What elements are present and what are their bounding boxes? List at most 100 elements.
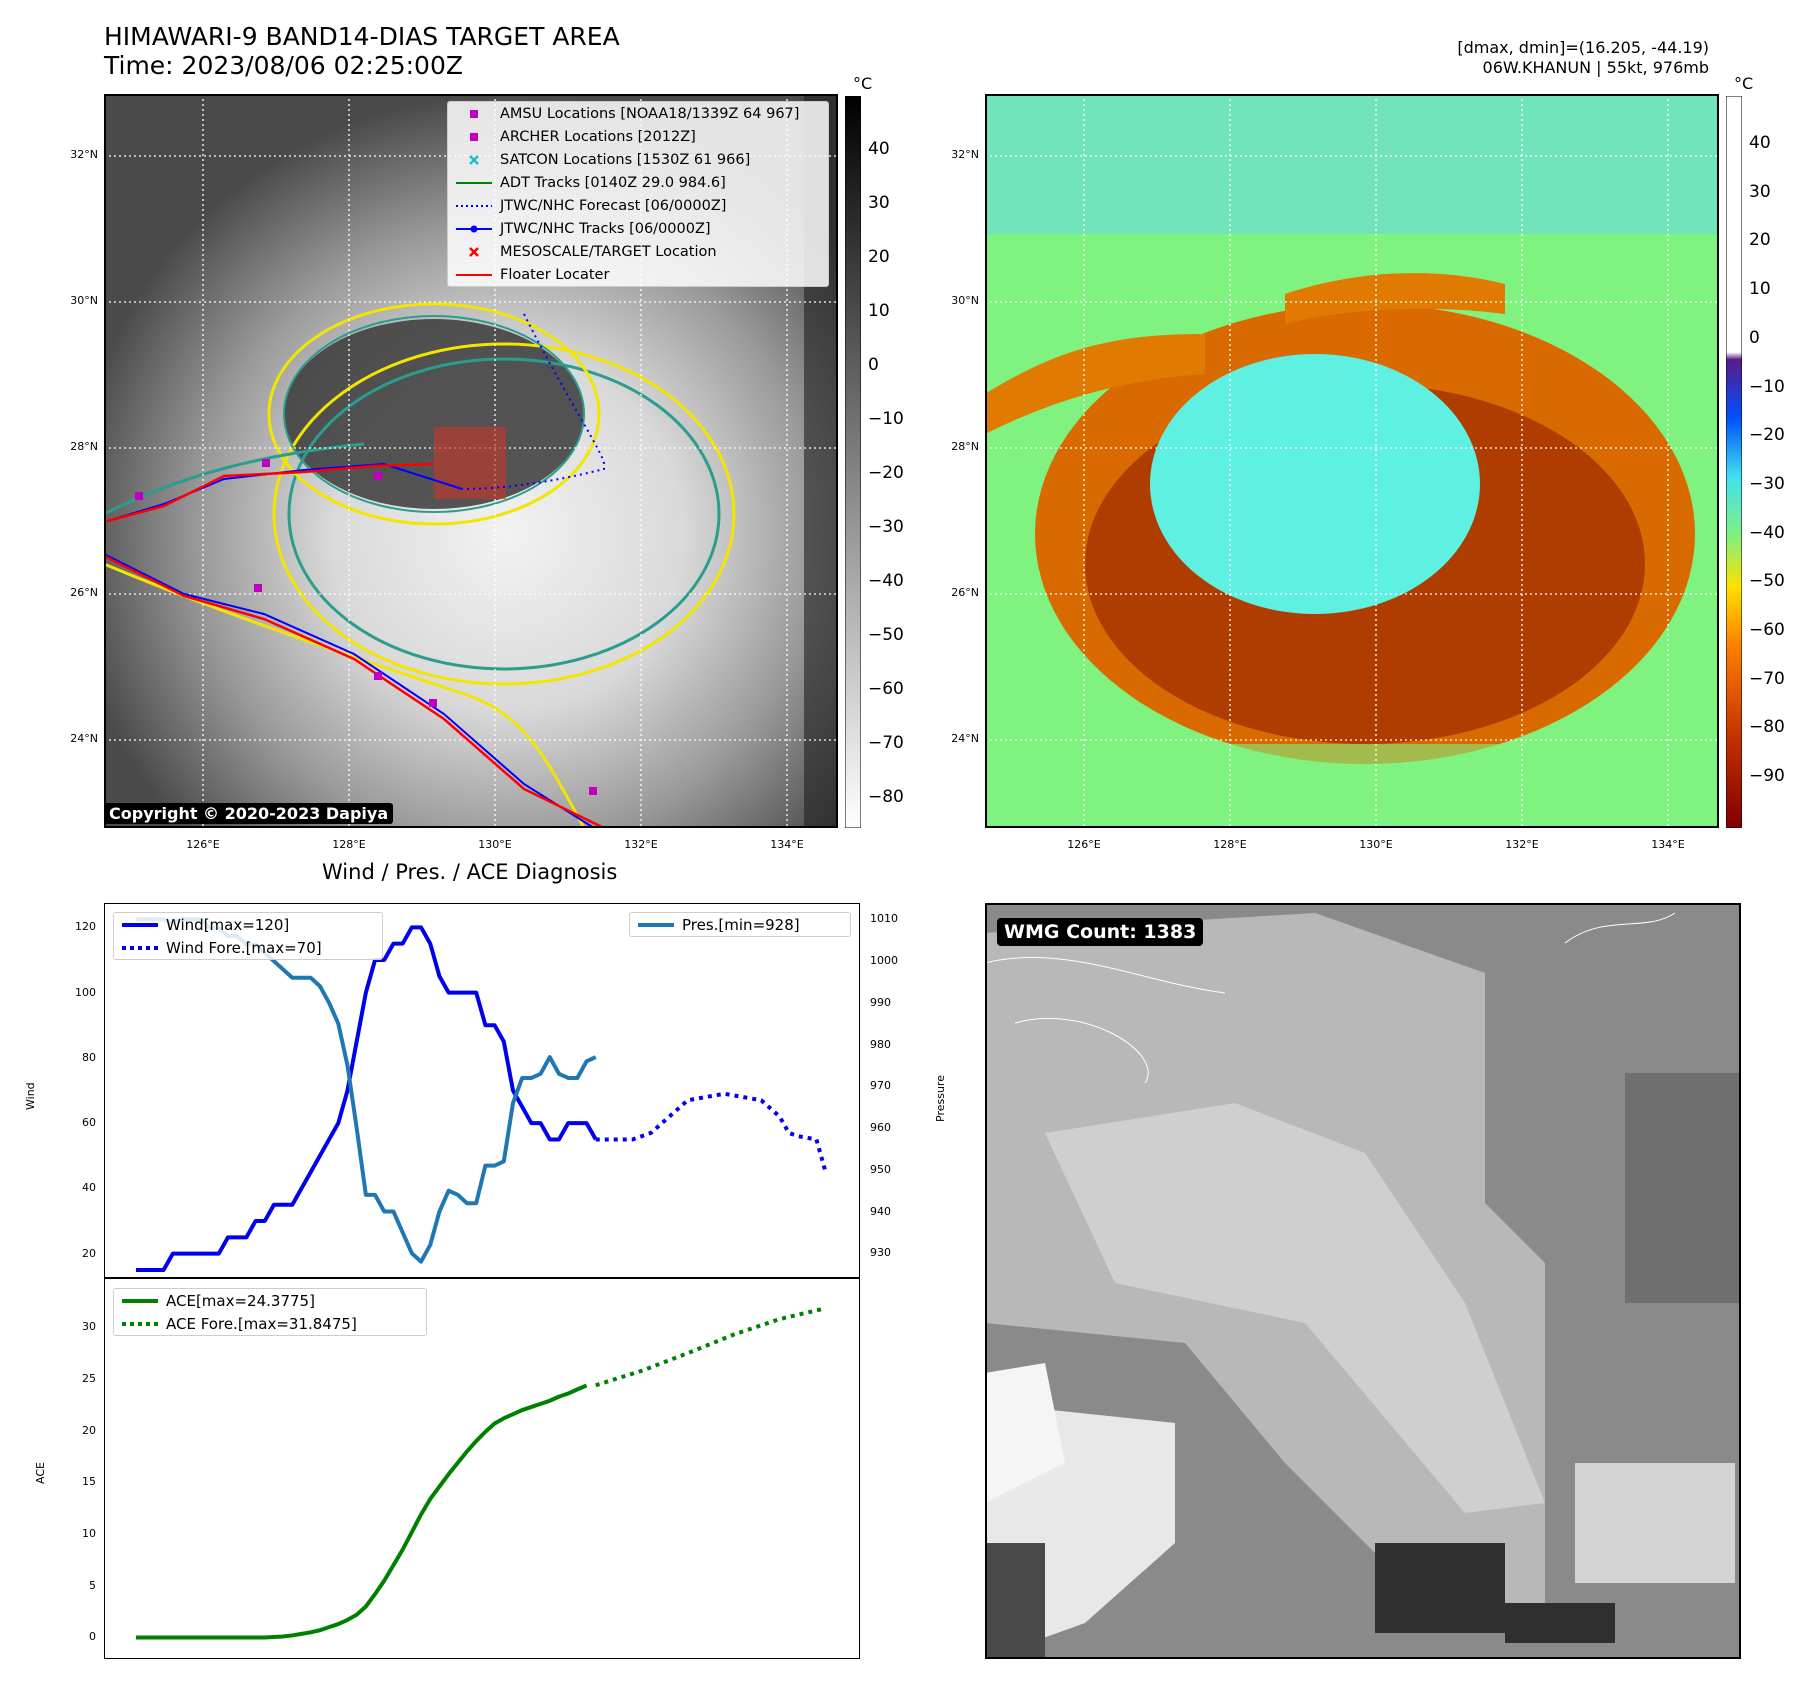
ace-ytick-label: 30 — [82, 1320, 96, 1334]
legend-symbol — [456, 222, 492, 236]
ace-ytick-label: 25 — [82, 1372, 96, 1386]
legend-ace-label: ACE[max=24.3775] — [166, 1291, 315, 1310]
legend-label: JTWC/NHC Tracks [06/0000Z] — [500, 220, 711, 237]
lon-tick-label: 134°E — [770, 838, 804, 851]
colorbar-tick-label: −60 — [1749, 620, 1785, 640]
ace-ytick-label: 20 — [82, 1423, 96, 1437]
legend-symbol — [456, 153, 492, 167]
legend-symbol — [456, 245, 492, 259]
colorbar-tick-label: −20 — [868, 463, 904, 483]
ace-legend: ACE[max=24.3775] ACE Fore.[max=31.8475] — [113, 1288, 427, 1336]
ace-ytick-label: 5 — [89, 1578, 96, 1592]
legend-label: SATCON Locations [1530Z 61 966] — [500, 151, 751, 168]
colorbar-tick-label: −80 — [1749, 717, 1785, 738]
legend-symbol — [456, 176, 492, 190]
lat-tick-label: 30°N — [951, 294, 979, 307]
legend-ace-fore: ACE Fore.[max=31.8475] — [114, 1312, 426, 1335]
legend-wind-swatch — [122, 918, 158, 932]
floater-track-2 — [104, 554, 605, 828]
enhanced-colorbar — [1726, 96, 1742, 828]
ir-legend-entry: MESOSCALE/TARGET Location — [448, 240, 828, 263]
lat-tick-label: 26°N — [70, 586, 98, 599]
pressure-legend: Pres.[min=928] — [629, 912, 851, 937]
colorbar-tick-label: −40 — [868, 571, 904, 591]
lon-tick-label: 128°E — [1213, 838, 1247, 851]
ir-legend-entry: ADT Tracks [0140Z 29.0 984.6] — [448, 171, 828, 194]
pressure-ytick-label: 990 — [870, 995, 891, 1009]
legend-label: MESOSCALE/TARGET Location — [500, 243, 717, 260]
legend-pres-label: Pres.[min=928] — [682, 915, 800, 934]
ir-legend-entry: AMSU Locations [NOAA18/1339Z 64 967] — [448, 102, 828, 125]
colorbar-tick-label: −10 — [868, 409, 904, 429]
storm-info: [dmax, dmin]=(16.205, -44.19) 06W.KHANUN… — [1457, 38, 1709, 78]
title-line-2: Time: 2023/08/06 02:25:00Z — [104, 51, 463, 80]
legend-wind: Wind[max=120] — [114, 913, 382, 936]
amsu-markers — [135, 459, 597, 795]
wind-legend: Wind[max=120] Wind Fore.[max=70] — [113, 912, 383, 960]
colorbar-tick-label: −10 — [1749, 376, 1785, 397]
wind-ylabel: Wind — [24, 1082, 37, 1110]
legend-wind-fore: Wind Fore.[max=70] — [114, 936, 382, 959]
lat-tick-label: 24°N — [951, 732, 979, 745]
ace-ylabel: ACE — [34, 1462, 47, 1484]
colorbar-tick-label: 20 — [868, 247, 890, 267]
legend-symbol — [456, 268, 492, 282]
legend-wind-fore-swatch — [122, 941, 158, 955]
ir-colorbar-unit: °C — [853, 74, 873, 93]
ace-ytick-label: 10 — [82, 1527, 96, 1541]
wind-axes-frame — [104, 903, 860, 1279]
lat-tick-label: 30°N — [70, 294, 98, 307]
pressure-ytick-label: 960 — [870, 1121, 891, 1135]
enhanced-map-frame — [985, 94, 1719, 828]
storm-info-name: 06W.KHANUN | 55kt, 976mb — [1482, 58, 1709, 77]
legend-label: JTWC/NHC Forecast [06/0000Z] — [500, 197, 727, 214]
lat-tick-label: 28°N — [951, 440, 979, 453]
wind-ytick-label: 40 — [82, 1181, 96, 1195]
wmg-image — [985, 903, 1741, 1659]
colorbar-tick-label: −90 — [1749, 766, 1785, 787]
legend-pres-swatch — [638, 918, 674, 932]
colorbar-tick-label: 30 — [868, 193, 890, 213]
colorbar-tick-label: 0 — [1749, 327, 1760, 348]
ir-legend-entry: JTWC/NHC Tracks [06/0000Z] — [448, 217, 828, 240]
legend-ace: ACE[max=24.3775] — [114, 1289, 426, 1312]
lat-tick-label: 32°N — [951, 148, 979, 161]
legend-wind-label: Wind[max=120] — [166, 915, 290, 934]
colorbar-tick-label: 10 — [868, 301, 890, 321]
pressure-ytick-label: 930 — [870, 1246, 891, 1260]
colorbar-tick-label: −20 — [1749, 425, 1785, 446]
title-line-1: HIMAWARI-9 BAND14-DIAS TARGET AREA — [104, 22, 620, 51]
colorbar-tick-label: 10 — [1749, 279, 1771, 300]
lon-tick-label: 126°E — [1067, 838, 1101, 851]
colorbar-tick-label: −30 — [1749, 473, 1785, 494]
figure-title: HIMAWARI-9 BAND14-DIAS TARGET AREA Time:… — [104, 22, 620, 80]
lon-tick-label: 128°E — [332, 838, 366, 851]
wind-ytick-label: 20 — [82, 1246, 96, 1260]
legend-label: Floater Locater — [500, 266, 610, 283]
colorbar-tick-label: −60 — [868, 679, 904, 699]
floater-track-1 — [104, 462, 435, 524]
legend-label: AMSU Locations [NOAA18/1339Z 64 967] — [500, 105, 800, 122]
legend-symbol — [456, 199, 492, 213]
legend-ace-swatch — [122, 1294, 158, 1308]
ace-axes-frame — [104, 1277, 860, 1659]
ir-legend-entry: SATCON Locations [1530Z 61 966] — [448, 148, 828, 171]
jtwc-track-2 — [104, 553, 595, 828]
lon-tick-label: 132°E — [1505, 838, 1539, 851]
pressure-ytick-label: 950 — [870, 1162, 891, 1176]
wind-ytick-label: 80 — [82, 1050, 96, 1064]
lon-tick-label: 134°E — [1651, 838, 1685, 851]
diagnosis-title: Wind / Pres. / ACE Diagnosis — [322, 860, 618, 884]
colorbar-tick-label: 30 — [1749, 181, 1771, 202]
pressure-ytick-label: 940 — [870, 1204, 891, 1218]
legend-symbol — [456, 130, 492, 144]
ace-ytick-label: 0 — [89, 1630, 96, 1644]
wind-ytick-label: 60 — [82, 1116, 96, 1130]
copyright-label: Copyright © 2020-2023 Dapiya — [104, 803, 394, 824]
colorbar-tick-label: 40 — [868, 139, 890, 159]
wmg-count-badge: WMG Count: 1383 — [997, 918, 1204, 946]
wind-ytick-label: 120 — [75, 920, 96, 934]
pressure-ytick-label: 1010 — [870, 912, 898, 926]
wind-ytick-label: 100 — [75, 985, 96, 999]
colorbar-tick-label: −40 — [1749, 522, 1785, 543]
